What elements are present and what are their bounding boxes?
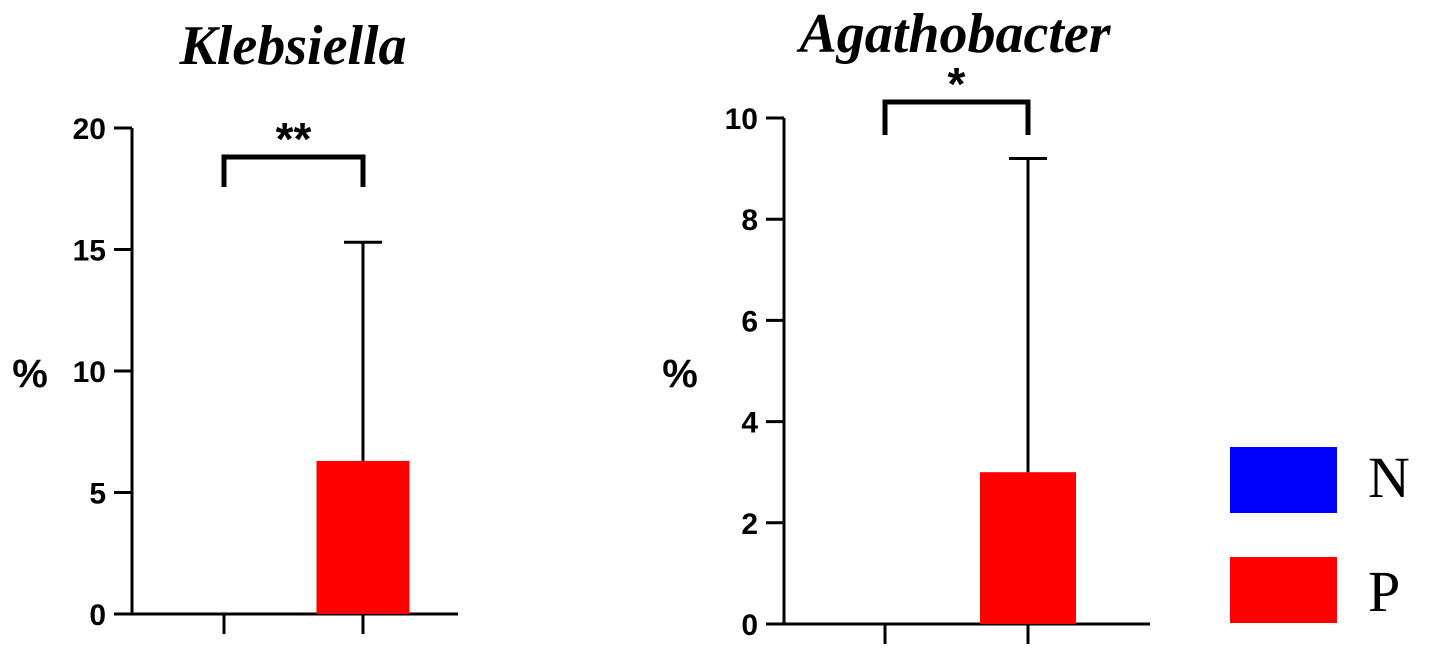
legend-swatch-n <box>1230 447 1337 513</box>
y-tick-label: 15 <box>73 235 106 268</box>
y-tick-label: 6 <box>741 305 758 338</box>
y-tick-label: 0 <box>741 609 758 642</box>
legend-label-p: P <box>1368 559 1400 624</box>
significance-bracket <box>221 154 366 187</box>
legend-swatch-p <box>1230 557 1337 623</box>
chart-title: Klebsiella <box>178 15 406 77</box>
y-tick-label: 0 <box>89 599 106 632</box>
y-tick-label: 2 <box>741 508 758 541</box>
y-tick-label: 4 <box>741 407 758 440</box>
y-tick-label: 10 <box>725 103 758 136</box>
bar-p <box>316 460 410 614</box>
bar-p <box>980 472 1076 624</box>
significance-label: * <box>948 58 966 110</box>
agathobacter-panel: Agathobacter % 0 2 4 6 8 10 * <box>662 3 1150 644</box>
significance-label: ** <box>276 113 312 165</box>
y-tick-label: 8 <box>741 204 758 237</box>
klebsiella-panel: Klebsiella % 0 5 10 15 20 ** <box>12 15 458 634</box>
y-axis-label: % <box>662 352 698 396</box>
y-tick-label: 5 <box>89 478 106 511</box>
y-tick-label: 20 <box>73 113 106 146</box>
chart-title: Agathobacter <box>796 3 1111 65</box>
y-axis-label: % <box>12 352 48 396</box>
significance-bracket <box>882 99 1031 135</box>
y-tick-label: 10 <box>73 356 106 389</box>
legend-label-n: N <box>1368 445 1410 510</box>
legend: N P <box>1230 445 1410 624</box>
